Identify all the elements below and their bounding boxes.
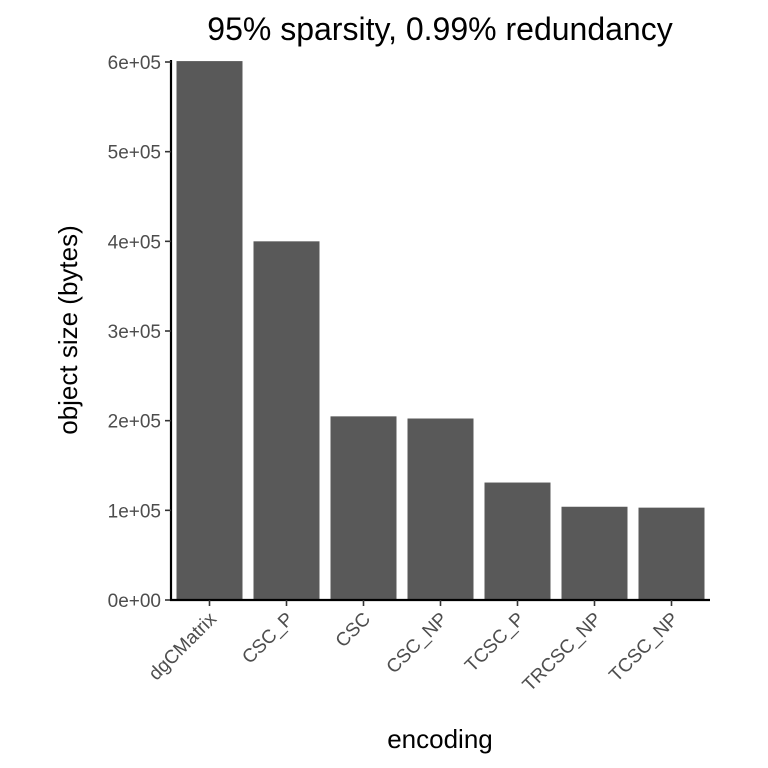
x-tick-label: TCSC_P (461, 609, 529, 677)
y-tick-label: 1e+05 (108, 501, 161, 522)
bar-csc-p (253, 241, 320, 600)
x-tick-label: CSC (332, 609, 375, 652)
bars-group (176, 61, 705, 601)
x-tick-label: dgCMatrix (145, 608, 221, 684)
bar-csc (330, 416, 397, 600)
y-tick-label: 4e+05 (108, 232, 161, 253)
bar-trcsc-np (561, 506, 628, 600)
bar-csc-np (407, 418, 474, 600)
y-axis: 0e+00 1e+05 2e+05 3e+05 4e+05 5e+05 6e+05 (108, 53, 173, 612)
bar-dgcmatrix (176, 61, 243, 601)
y-tick-label: 2e+05 (108, 412, 161, 433)
bar-tcsc-p (484, 482, 551, 600)
x-tick-label: CSC_NP (383, 609, 452, 678)
y-axis-title: object size (bytes) (53, 225, 83, 435)
y-tick-label: 6e+05 (108, 53, 161, 74)
x-tick-label: TCSC_NP (605, 609, 683, 687)
chart-title: 95% sparsity, 0.99% redundancy (207, 11, 672, 47)
x-axis-title: encoding (387, 724, 493, 754)
bar-tcsc-np (638, 507, 705, 600)
x-tick-label: CSC_P (238, 609, 298, 669)
y-tick-label: 3e+05 (108, 322, 161, 343)
y-tick-label: 0e+00 (108, 591, 161, 612)
x-tick-label: TRCSC_NP (519, 609, 606, 696)
y-tick-label: 5e+05 (108, 143, 161, 164)
